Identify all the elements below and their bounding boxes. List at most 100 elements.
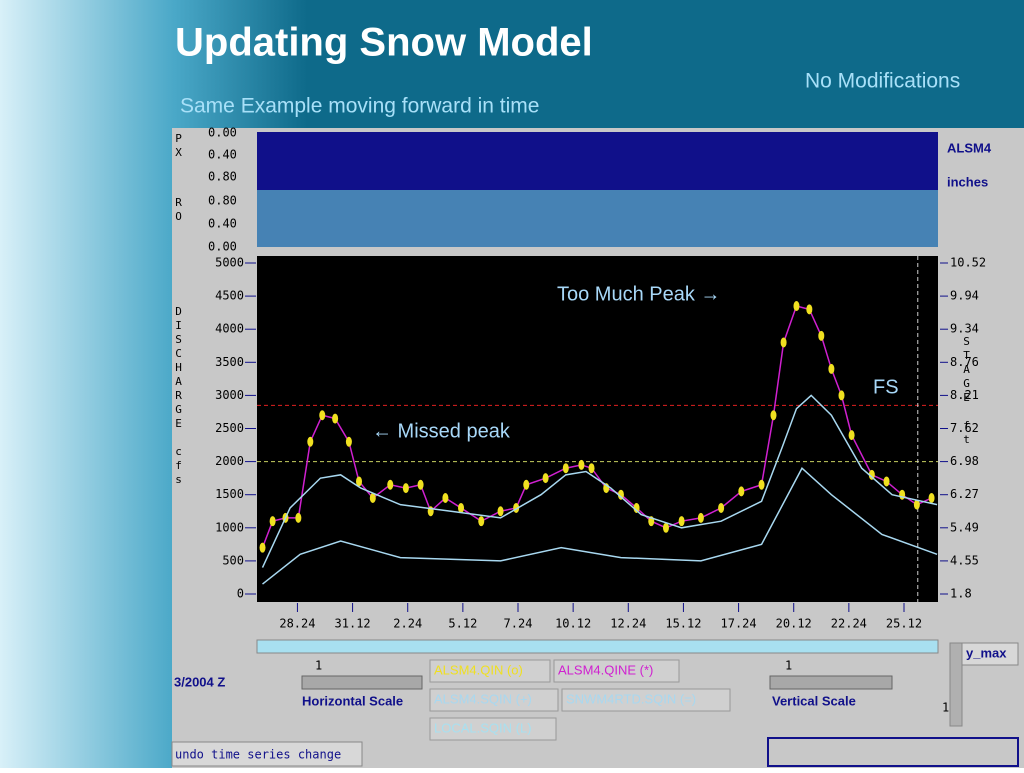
- title: Updating Snow Model: [175, 21, 593, 65]
- data-point: [369, 493, 376, 504]
- legend-button-label: ALSM4.SQIN (+): [434, 691, 532, 706]
- date: 3/2004 Z: [174, 674, 225, 689]
- y-tick-label: 3000: [215, 388, 244, 402]
- x-tick-label: 5.12: [448, 617, 477, 631]
- data-point: [458, 502, 465, 513]
- px-panel: [257, 132, 938, 190]
- series-line: [262, 467, 938, 585]
- px-tick-label: 0.80: [208, 170, 237, 184]
- legend-button[interactable]: [429, 717, 557, 741]
- data-point: [633, 502, 640, 513]
- data-point: [588, 463, 595, 474]
- data-point: [793, 301, 800, 312]
- x-tick-label: 28.24: [279, 617, 315, 631]
- px-tick-label: 0.40: [208, 148, 237, 162]
- h-value: 1: [315, 659, 322, 673]
- undo-button[interactable]: [171, 741, 363, 767]
- legend-button[interactable]: [553, 659, 680, 683]
- x-tick-label: 10.12: [555, 617, 591, 631]
- y-tick-label: 500: [222, 553, 244, 567]
- h-slider[interactable]: [301, 675, 423, 690]
- data-point: [259, 542, 266, 553]
- px-tick-label: 0.00: [208, 126, 237, 140]
- data-point: [307, 436, 314, 447]
- data-point: [345, 436, 352, 447]
- time-scrollbar[interactable]: [256, 639, 939, 654]
- legend-button[interactable]: [429, 659, 551, 683]
- data-point: [718, 502, 725, 513]
- y-tick-label: 4500: [215, 289, 244, 303]
- data-point: [578, 459, 585, 470]
- data-point: [387, 479, 394, 490]
- legend-button-label: SNWM4RTD.SQIN (=): [566, 691, 696, 706]
- data-point: [828, 363, 835, 374]
- y2-axis-label: STAGE ft: [960, 335, 973, 447]
- x-tick-label: 7.24: [504, 617, 533, 631]
- y-tick-label: 2000: [215, 454, 244, 468]
- y-max-value: 1: [942, 701, 949, 715]
- legend-button[interactable]: [561, 688, 731, 712]
- x-tick-label: 31.12: [335, 617, 371, 631]
- ro-panel: [257, 190, 938, 247]
- series-line: [261, 394, 938, 568]
- data-point: [818, 330, 825, 341]
- y-tick-label: 0: [237, 587, 244, 601]
- data-point: [332, 413, 339, 424]
- data-point: [442, 493, 449, 504]
- x-tick-label: 2.24: [393, 617, 422, 631]
- y2-tick-label: 9.94: [950, 289, 979, 303]
- data-point: [806, 304, 813, 315]
- x-tick-label: 25.12: [886, 617, 922, 631]
- data-point: [770, 410, 777, 421]
- y2-tick-label: 1.8: [950, 587, 972, 601]
- v-scale: Vertical Scale: [772, 693, 856, 708]
- y2-tick-label: 8.21: [950, 388, 979, 402]
- px-label: PX: [172, 132, 185, 160]
- undo: undo time series change: [175, 748, 341, 762]
- x-tick-label: 22.24: [831, 617, 867, 631]
- ro-tick-label: 0.00: [208, 240, 237, 254]
- units: inches: [947, 174, 988, 189]
- legend-button-label: ALSM4.QINE (*): [558, 662, 653, 677]
- data-point: [269, 516, 276, 527]
- v-slider[interactable]: [769, 675, 893, 690]
- data-point: [417, 479, 424, 490]
- data-point: [295, 512, 302, 523]
- data-point: [617, 489, 624, 500]
- ro-label: RO: [172, 196, 185, 224]
- data-point: [497, 506, 504, 517]
- data-point: [868, 469, 875, 480]
- data-point: [662, 522, 669, 533]
- y-tick-label: 1500: [215, 487, 244, 501]
- ro-tick-label: 0.40: [208, 217, 237, 231]
- y2-tick-label: 9.34: [950, 322, 979, 336]
- y-tick-label: 3500: [215, 355, 244, 369]
- data-point: [780, 337, 787, 348]
- y2-tick-label: 6.98: [950, 454, 979, 468]
- annotation: ← Missed peak: [372, 420, 511, 442]
- data-point: [697, 512, 704, 523]
- x-tick-label: 17.24: [721, 617, 757, 631]
- data-point: [523, 479, 530, 490]
- y-tick-label: 2500: [215, 421, 244, 435]
- data-point: [319, 410, 326, 421]
- y2-tick-label: 10.52: [950, 256, 986, 270]
- y2-tick-label: 4.55: [950, 553, 979, 567]
- station: ALSM4: [947, 140, 992, 155]
- data-point: [478, 516, 485, 527]
- status-box: [767, 737, 1019, 767]
- data-point: [848, 430, 855, 441]
- y2-tick-label: 5.49: [950, 520, 979, 534]
- x-tick-label: 12.24: [610, 617, 646, 631]
- v-value: 1: [785, 659, 792, 673]
- ymax-slider[interactable]: [949, 642, 963, 727]
- data-point: [402, 483, 409, 494]
- y-max: y_max: [966, 645, 1007, 660]
- y-tick-label: 1000: [215, 520, 244, 534]
- x-tick-label: 20.12: [776, 617, 812, 631]
- data-point: [883, 476, 890, 487]
- subtitle: Same Example moving forward in time: [180, 95, 539, 118]
- legend-button[interactable]: [429, 688, 559, 712]
- plot-area: [257, 256, 938, 602]
